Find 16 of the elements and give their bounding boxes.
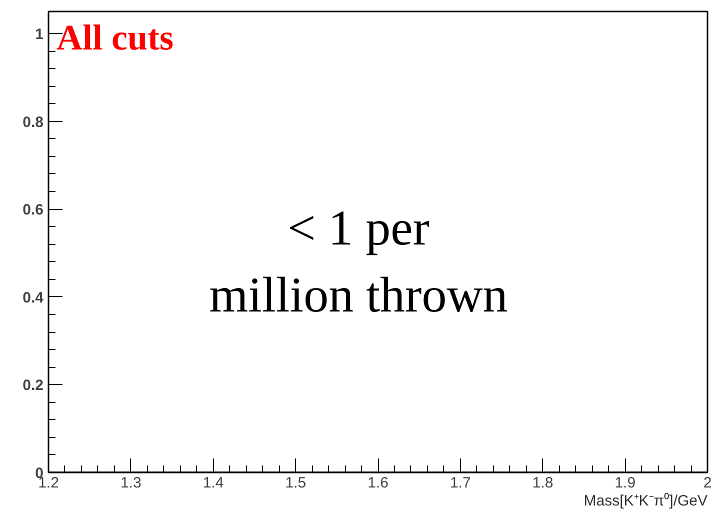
x-tick-label: 1.3 [120,474,142,492]
y-tick-label: 0.2 [22,377,44,394]
x-tick-label: 1.7 [450,474,471,492]
x-tick-label: 2 [703,474,712,492]
x-tick-label: 1.6 [368,474,388,492]
y-tick-label: 0.8 [22,114,44,131]
x-tick-label: 1.5 [285,474,306,492]
x-axis-title: Mass[K⁺K⁻π⁰]/GeV [584,492,708,509]
annotation: < 1 per million thrown [209,199,508,322]
y-tick-label: 0.4 [22,289,44,306]
x-tick-label: 1.8 [532,474,554,492]
y-tick-label: 0.6 [22,202,44,219]
x-tick-label: 1.4 [202,474,224,492]
y-tick-label: 1 [35,26,44,43]
annotation: All cuts [56,18,174,58]
x-tick-label: 1.9 [614,474,636,492]
